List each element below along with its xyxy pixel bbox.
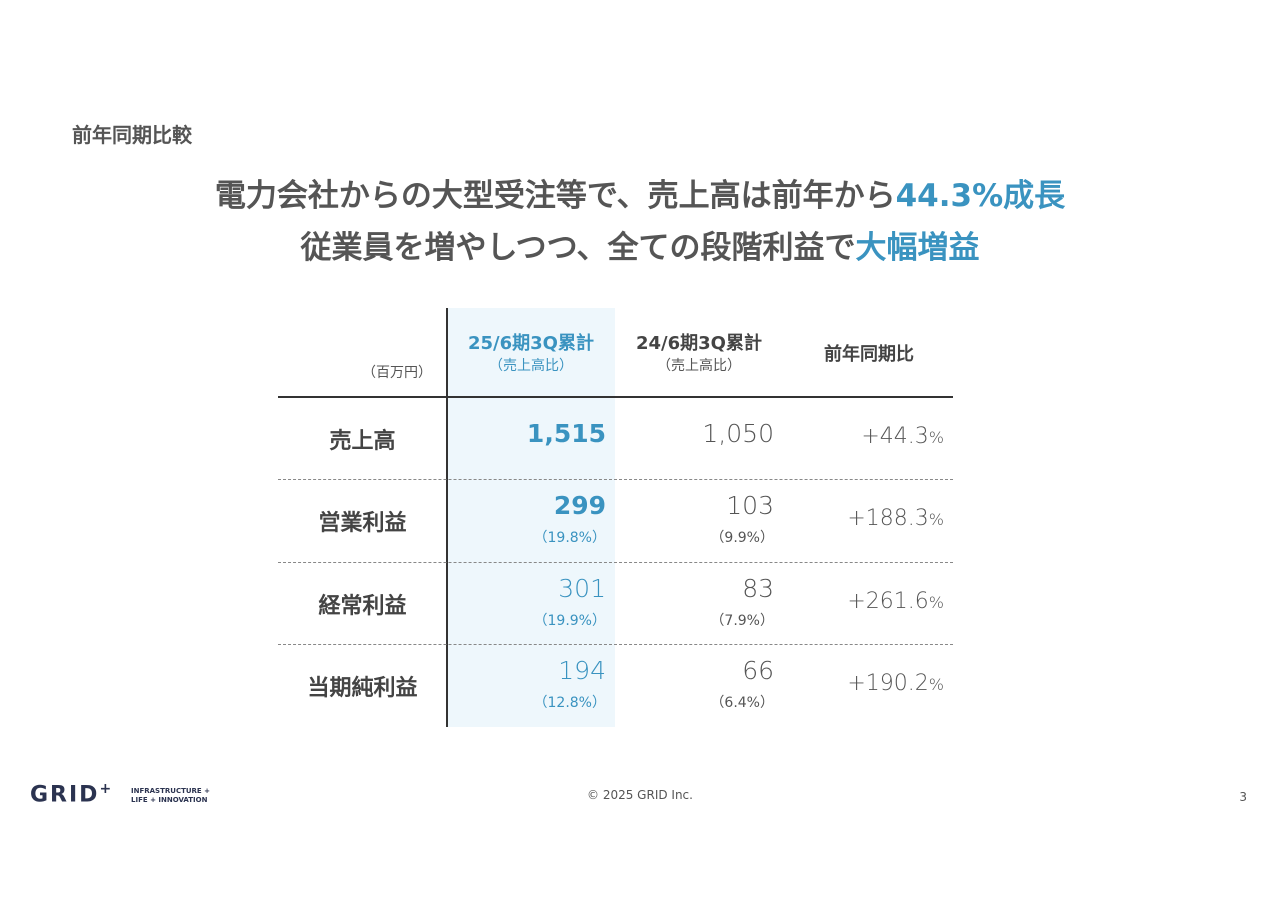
current-ratio: （19.9%） bbox=[533, 613, 606, 629]
row-label: 営業利益 bbox=[318, 511, 407, 536]
highlight-column bbox=[447, 308, 615, 727]
yoy-change: +261.6% bbox=[785, 589, 944, 614]
logo-tagline: INFRASTRUCTURE + bbox=[131, 787, 211, 795]
current-value: 301 bbox=[558, 574, 606, 603]
previous-value: 103 bbox=[726, 491, 774, 520]
row-label: 経常利益 bbox=[318, 594, 407, 619]
headline-highlight: 大幅増益 bbox=[855, 230, 980, 266]
yoy-value: +44.3 bbox=[861, 424, 929, 449]
column-subtitle: （売上高比） bbox=[657, 358, 741, 374]
yoy-value: +188.3 bbox=[847, 506, 929, 531]
previous-value: 83 bbox=[742, 574, 774, 603]
previous-ratio: （9.9%） bbox=[710, 530, 774, 546]
header-rule bbox=[278, 396, 953, 398]
logo-text: GRID bbox=[30, 782, 100, 808]
current-ratio: （19.8%） bbox=[533, 530, 606, 546]
previous-ratio: （6.4%） bbox=[710, 695, 774, 711]
headline-text: 従業員を増やしつつ、全ての段階利益で bbox=[300, 230, 856, 266]
page-number: 3 bbox=[1239, 790, 1247, 804]
yoy-change: +44.3% bbox=[785, 424, 944, 449]
current-value: 299 bbox=[553, 491, 606, 520]
yoy-unit: % bbox=[928, 510, 944, 529]
copyright: © 2025 GRID Inc. bbox=[587, 788, 693, 802]
section-title: 前年同期比較 bbox=[72, 123, 192, 147]
row-label: 売上高 bbox=[329, 429, 396, 454]
current-value: 1,515 bbox=[526, 419, 606, 448]
headline-highlight: 44.3%成長 bbox=[895, 178, 1066, 214]
previous-value: 66 bbox=[742, 656, 774, 685]
headline-text: 電力会社からの大型受注等で、売上高は前年から bbox=[214, 178, 896, 214]
headline-line: 従業員を増やしつつ、全ての段階利益で大幅増益 bbox=[0, 222, 1280, 267]
current-value: 194 bbox=[558, 656, 606, 685]
row-rule bbox=[278, 479, 953, 480]
headline-line: 電力会社からの大型受注等で、売上高は前年から44.3%成長 bbox=[0, 170, 1280, 215]
logo: GRID+ bbox=[30, 781, 113, 807]
yoy-change: +188.3% bbox=[785, 506, 944, 531]
column-subtitle: （売上高比） bbox=[489, 358, 573, 374]
yoy-value: +190.2 bbox=[847, 671, 929, 696]
row-rule bbox=[278, 562, 953, 563]
yoy-value: +261.6 bbox=[847, 589, 929, 614]
current-ratio: （12.8%） bbox=[533, 695, 606, 711]
divider bbox=[446, 308, 448, 727]
column-title: 25/6期3Q累計 bbox=[468, 333, 594, 354]
unit-label: （百万円） bbox=[362, 365, 432, 381]
row-rule bbox=[278, 644, 953, 645]
logo-plus: + bbox=[99, 781, 114, 797]
yoy-change: +190.2% bbox=[785, 671, 944, 696]
previous-value: 1,050 bbox=[702, 419, 774, 448]
yoy-unit: % bbox=[928, 675, 944, 694]
previous-ratio: （7.9%） bbox=[710, 613, 774, 629]
logo-tagline: LIFE + INNOVATION bbox=[131, 796, 208, 804]
column-title: 前年同期比 bbox=[824, 344, 914, 365]
column-title: 24/6期3Q累計 bbox=[636, 333, 762, 354]
yoy-unit: % bbox=[928, 593, 944, 612]
yoy-unit: % bbox=[928, 428, 944, 447]
row-label: 当期純利益 bbox=[307, 676, 418, 701]
